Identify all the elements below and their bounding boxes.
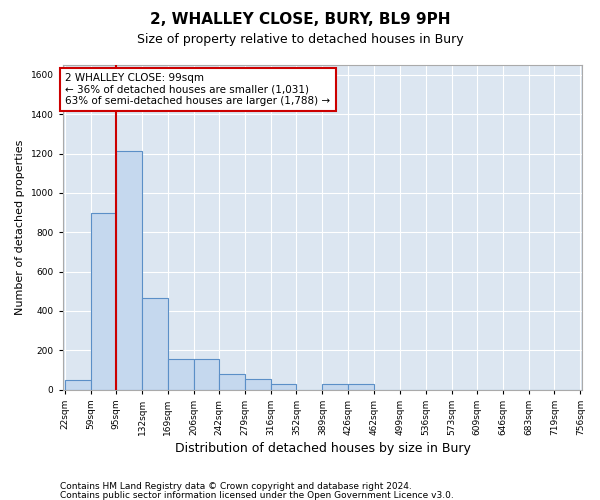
Text: Contains HM Land Registry data © Crown copyright and database right 2024.: Contains HM Land Registry data © Crown c… [60, 482, 412, 491]
Bar [168, 359, 194, 390]
Text: Size of property relative to detached houses in Bury: Size of property relative to detached ho… [137, 32, 463, 46]
Y-axis label: Number of detached properties: Number of detached properties [15, 140, 25, 315]
Bar [91, 212, 116, 390]
Bar [245, 379, 271, 390]
Bar [349, 384, 374, 390]
Bar [142, 298, 168, 390]
Text: 2, WHALLEY CLOSE, BURY, BL9 9PH: 2, WHALLEY CLOSE, BURY, BL9 9PH [150, 12, 450, 28]
Text: Contains public sector information licensed under the Open Government Licence v3: Contains public sector information licen… [60, 491, 454, 500]
X-axis label: Distribution of detached houses by size in Bury: Distribution of detached houses by size … [175, 442, 470, 455]
Bar [271, 384, 296, 390]
Bar [322, 384, 349, 390]
Text: 2 WHALLEY CLOSE: 99sqm
← 36% of detached houses are smaller (1,031)
63% of semi-: 2 WHALLEY CLOSE: 99sqm ← 36% of detached… [65, 73, 331, 106]
Bar [194, 359, 219, 390]
Bar [219, 374, 245, 390]
Bar [116, 150, 142, 390]
Bar [65, 380, 91, 390]
